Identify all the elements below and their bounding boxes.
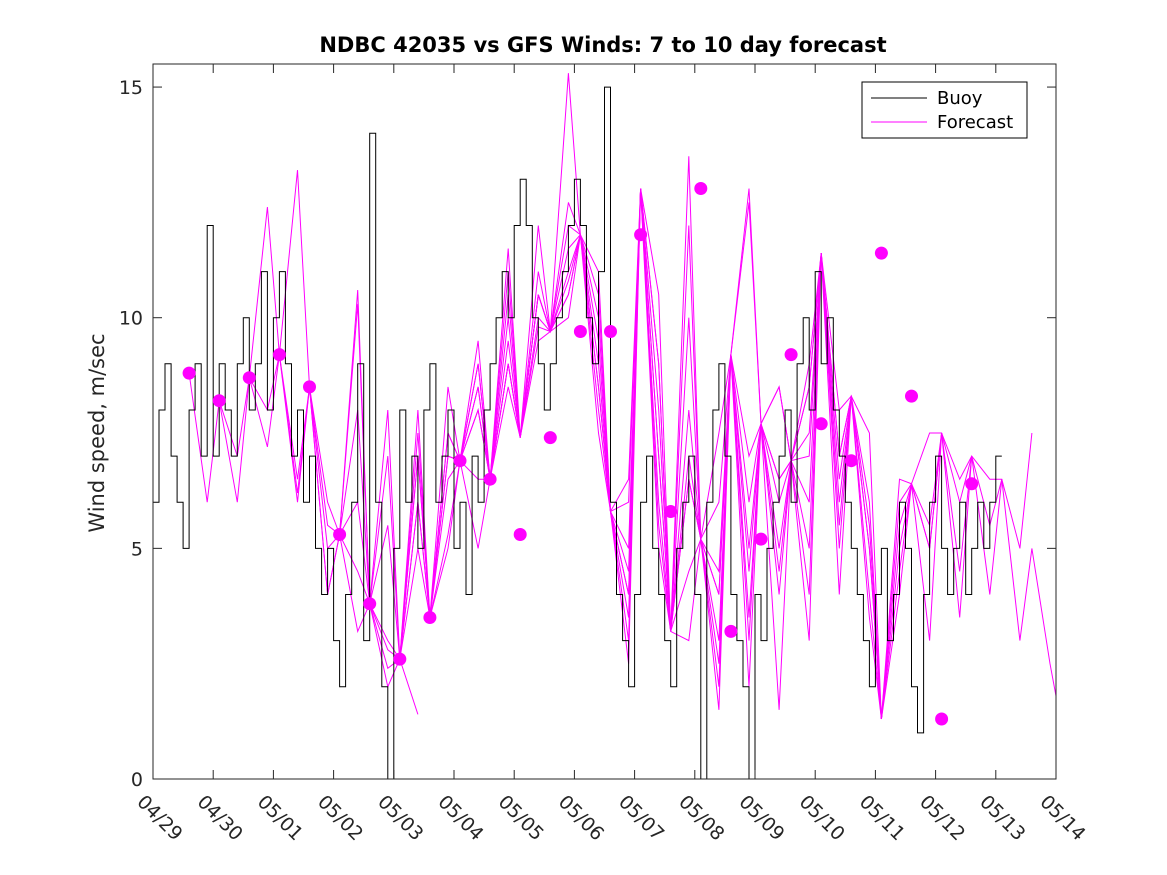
forecast-marker (694, 182, 708, 195)
forecast-marker (363, 597, 377, 611)
forecast-marker (844, 454, 858, 468)
forecast-marker (423, 611, 437, 624)
forecast-marker (393, 652, 407, 666)
chart-title: NDBC 42035 vs GFS Winds: 7 to 10 day for… (319, 33, 886, 57)
axes-box (152, 63, 1057, 780)
forecast-marker (754, 532, 768, 546)
legend-box (861, 81, 1028, 139)
forecast-marker (874, 246, 888, 260)
forecast-line-14 (579, 188, 852, 642)
y-tick-label: 10 (119, 308, 143, 330)
y-tick-label: 15 (119, 77, 143, 99)
forecast-marker (935, 712, 949, 726)
legend: Buoy Forecast (861, 81, 1028, 139)
forecast-marker (784, 348, 798, 362)
forecast-marker (664, 505, 678, 518)
forecast-marker (303, 380, 316, 394)
forecast-marker (965, 477, 979, 491)
forecast-marker (573, 325, 587, 338)
forecast-marker (182, 366, 196, 380)
legend-forecast-label: Forecast (937, 112, 1013, 133)
forecast-line-19 (730, 253, 1003, 720)
forecast-marker (242, 371, 256, 385)
buoy-line (153, 86, 1002, 780)
forecast-marker (333, 528, 347, 541)
forecast-marker (814, 417, 828, 431)
forecast-line-15 (610, 188, 882, 720)
y-tick-label: 5 (131, 538, 143, 560)
forecast-marker (604, 325, 617, 338)
y-axis-label: Wind speed, m/sec (85, 333, 109, 532)
forecast-marker (905, 389, 918, 403)
forecast-line-18 (700, 253, 973, 720)
forecast-marker (724, 624, 738, 638)
forecast-line-12 (519, 188, 792, 710)
forecast-marker (543, 431, 557, 445)
forecast-marker (272, 348, 286, 362)
forecast-marker (483, 472, 497, 486)
y-tick-label: 0 (131, 769, 143, 791)
forecast-marker (453, 454, 467, 468)
forecast-marker (513, 528, 527, 541)
legend-buoy-label: Buoy (937, 88, 983, 109)
forecast-line-10 (459, 188, 732, 632)
forecast-line-11 (489, 188, 762, 687)
forecast-marker (212, 394, 226, 408)
forecast-marker (634, 228, 648, 242)
